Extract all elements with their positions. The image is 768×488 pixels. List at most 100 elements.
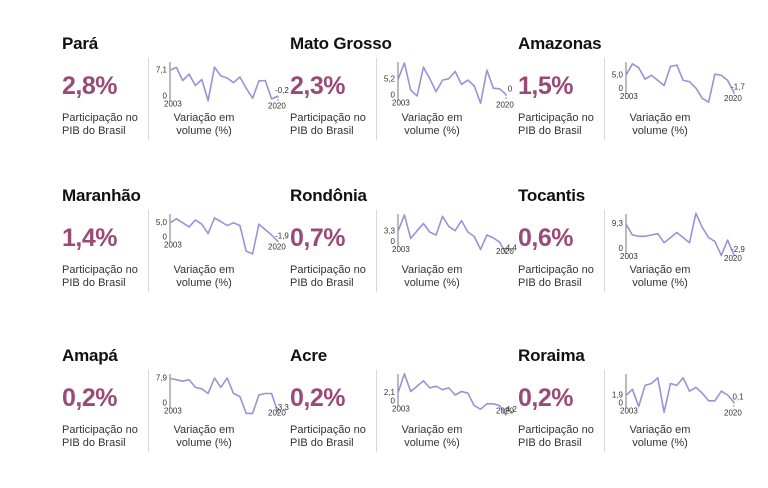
data-point xyxy=(271,98,273,100)
data-point xyxy=(479,408,482,410)
data-point xyxy=(676,384,678,387)
data-point xyxy=(505,93,507,96)
end-year-label: 2020 xyxy=(496,406,514,415)
first-value-label: 5,0 xyxy=(156,218,168,227)
divider xyxy=(376,370,377,452)
gdp-share-value: 0,2% xyxy=(518,384,573,412)
data-point xyxy=(258,223,260,225)
data-point xyxy=(245,412,247,414)
data-point xyxy=(175,379,177,381)
end-year-label: 2020 xyxy=(496,247,514,256)
state-name: Roraima xyxy=(518,346,585,365)
data-point xyxy=(479,102,482,104)
zero-label: 0 xyxy=(619,399,624,408)
data-point xyxy=(448,387,450,389)
gdp-share-value: 0,2% xyxy=(290,384,345,412)
data-point xyxy=(201,223,203,225)
divider xyxy=(376,58,377,140)
data-point xyxy=(175,66,177,69)
gdp-share-value: 1,5% xyxy=(518,72,573,100)
series-line xyxy=(625,377,735,414)
data-point xyxy=(625,223,627,225)
gdp-share-label: Participação no PIB do Brasil xyxy=(290,264,366,289)
data-point xyxy=(251,97,254,99)
data-point xyxy=(727,394,729,396)
data-point xyxy=(682,79,684,82)
data-point xyxy=(454,70,456,73)
state-panel: Tocantis 0,6% Participação no PIB do Brasi… xyxy=(518,186,746,306)
data-point xyxy=(727,239,729,241)
data-point xyxy=(631,63,633,65)
data-point xyxy=(454,394,456,396)
state-panel: Acre 0,2% Participação no PIB do Brasil Var… xyxy=(290,346,518,466)
data-point xyxy=(441,215,444,217)
data-point xyxy=(499,88,501,90)
data-point xyxy=(720,74,722,76)
data-point xyxy=(213,66,216,68)
series-line xyxy=(397,372,507,416)
last-value-label: -4,4 xyxy=(503,243,517,252)
data-point xyxy=(169,69,171,71)
start-year-label: 2003 xyxy=(392,404,410,413)
divider xyxy=(148,58,149,140)
series-line xyxy=(169,377,279,415)
data-point xyxy=(657,79,659,82)
data-point xyxy=(473,405,475,407)
data-point xyxy=(188,73,190,75)
data-point xyxy=(644,78,646,80)
data-point xyxy=(473,235,475,238)
data-point xyxy=(201,388,203,390)
zero-label: 0 xyxy=(163,399,168,408)
first-value-label: 3,3 xyxy=(384,226,396,235)
data-point xyxy=(467,79,469,81)
data-point xyxy=(194,219,197,221)
data-point xyxy=(435,234,437,236)
data-point xyxy=(429,231,431,233)
end-year-label: 2020 xyxy=(724,254,742,263)
data-point xyxy=(277,412,279,414)
data-point xyxy=(175,218,177,220)
divider xyxy=(604,210,605,292)
gdp-share-label: Participação no PIB do Brasil xyxy=(62,112,138,137)
first-value-label: 5,2 xyxy=(384,75,396,84)
gdp-share-label: Participação no PIB do Brasil xyxy=(518,424,594,449)
data-point xyxy=(239,224,241,227)
data-point xyxy=(707,236,710,239)
last-value-label: -0,2 xyxy=(275,86,289,95)
data-point xyxy=(213,377,216,379)
gdp-share-label: Participação no PIB do Brasil xyxy=(518,264,594,289)
data-point xyxy=(714,240,716,242)
end-year-label: 2020 xyxy=(268,409,286,418)
data-point xyxy=(688,242,691,244)
state-panel: Maranhão 1,4% Participação no PIB do Brasi… xyxy=(62,186,290,306)
series-line xyxy=(169,217,279,255)
data-point xyxy=(733,401,735,403)
state-panel: Amazonas 1,5% Participação no PIB do Brasi… xyxy=(518,34,746,154)
state-name: Tocantis xyxy=(518,186,586,205)
data-point xyxy=(701,392,703,394)
data-point xyxy=(188,226,190,228)
data-point xyxy=(638,405,640,408)
data-point xyxy=(207,100,209,102)
data-point xyxy=(473,85,475,87)
data-point xyxy=(429,387,431,389)
data-point xyxy=(644,235,646,237)
data-point xyxy=(403,62,405,64)
data-point xyxy=(207,233,209,235)
data-point xyxy=(625,394,627,396)
zero-label: 0 xyxy=(391,91,396,100)
data-point xyxy=(714,73,716,75)
first-value-label: 9,3 xyxy=(612,219,624,228)
gdp-share-label: Participação no PIB do Brasil xyxy=(62,424,138,449)
gdp-share-label: Participação no PIB do Brasil xyxy=(290,424,366,449)
volume-change-label: Variação em volume (%) xyxy=(401,112,463,137)
data-point xyxy=(499,241,501,243)
divider xyxy=(148,370,149,452)
volume-change-label: Variação em volume (%) xyxy=(629,112,691,137)
data-point xyxy=(492,87,494,89)
data-point xyxy=(435,385,437,387)
start-year-label: 2003 xyxy=(164,407,182,416)
